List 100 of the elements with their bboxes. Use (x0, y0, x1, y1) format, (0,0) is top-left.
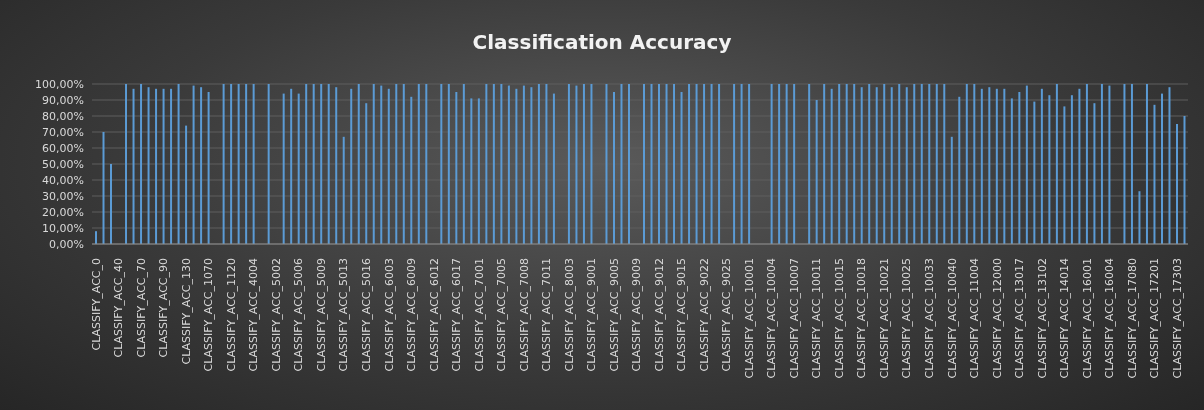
x-tick-label: CLASSIFY_ACC_7005 (495, 258, 509, 372)
bar (943, 84, 946, 244)
bar (462, 84, 465, 244)
bar (567, 84, 570, 244)
bar (365, 103, 368, 244)
bar (155, 88, 158, 244)
x-tick-label: CLASSIFY_ACC_8003 (562, 258, 576, 372)
x-tick-label: CLASSIFY_ACC_10018 (855, 258, 869, 379)
bar (102, 132, 105, 244)
bar (582, 84, 585, 244)
bar (1175, 124, 1178, 244)
bar (200, 87, 203, 244)
bar (140, 84, 143, 244)
bar (928, 84, 931, 244)
x-tick-label: CLASSIFY_ACC_13017 (1013, 258, 1027, 379)
x-tick-label: CLASSIFY_ACC_6003 (382, 258, 396, 372)
bar (965, 84, 968, 244)
bar (252, 84, 255, 244)
bar (297, 93, 300, 244)
bar (808, 84, 811, 244)
y-tick-label: 40,00% (42, 173, 84, 187)
x-tick-label: CLASSIFY_ACC_4004 (247, 258, 261, 372)
x-tick-label: CLASSIFY_ACC_6009 (405, 258, 419, 372)
bar (830, 88, 833, 244)
x-tick-label: CLASSIFY_ACC_7001 (472, 258, 486, 372)
x-tick-label: CLASSIFY_ACC_9025 (720, 258, 734, 372)
bar (425, 84, 428, 244)
bar (1003, 88, 1006, 244)
x-tick-label: CLASSIFY_ACC_130 (179, 258, 193, 365)
x-tick-label: CLASSIFY_ACC_17303 (1170, 258, 1184, 379)
bar (477, 98, 480, 244)
x-tick-label: CLASSIFY_ACC_5006 (292, 258, 306, 372)
bar (455, 92, 458, 244)
bar (605, 84, 608, 244)
bar (913, 84, 916, 244)
bar (815, 100, 818, 244)
bar (980, 88, 983, 244)
bar (612, 92, 615, 244)
y-tick-label: 20,00% (42, 205, 84, 219)
x-tick-label: CLASSIFY_ACC_10007 (787, 258, 801, 379)
x-tick-label: CLASSIFY_ACC_16004 (1103, 258, 1117, 379)
bar (1183, 116, 1186, 244)
bar (860, 87, 863, 244)
bar (793, 84, 796, 244)
x-tick-label: CLASSIFY_ACC_9015 (675, 258, 689, 372)
x-tick-label: CLASSIFY_ACC_9001 (585, 258, 599, 372)
x-tick-label: CLASSIFY_ACC_7011 (540, 258, 554, 372)
bar (1078, 88, 1081, 244)
y-tick-label: 90,00% (42, 93, 84, 107)
bar (890, 87, 893, 244)
bar (845, 84, 848, 244)
x-tick-label: CLASSIFY_ACC_6017 (450, 258, 464, 372)
bar (1153, 104, 1156, 244)
bar (312, 84, 315, 244)
x-tick-label: CLASSIFY_ACC_90 (157, 258, 171, 358)
bar (1138, 191, 1141, 244)
bar (1040, 88, 1043, 244)
x-tick-label: CLASSIFY_ACC_10021 (877, 258, 891, 379)
bar (245, 84, 248, 244)
y-tick-label: 80,00% (42, 109, 84, 123)
bar (327, 84, 330, 244)
bar (665, 84, 668, 244)
x-tick-label: CLASSIFY_ACC_9022 (697, 258, 711, 372)
x-tick-label: CLASSIFY_ACC_10015 (832, 258, 846, 379)
bar (740, 84, 743, 244)
x-tick-label: CLASSIFY_ACC_1120 (224, 258, 238, 372)
bar (192, 85, 195, 244)
bar (1168, 87, 1171, 244)
bar (770, 84, 773, 244)
x-tick-label: CLASSIFY_ACC_10033 (923, 258, 937, 379)
bar (883, 84, 886, 244)
bar (1100, 84, 1103, 244)
bar (125, 84, 128, 244)
bar (1093, 103, 1096, 244)
bar (485, 84, 488, 244)
bar (733, 84, 736, 244)
bar (267, 84, 270, 244)
bar (1085, 84, 1088, 244)
bar (320, 84, 323, 244)
bar (695, 84, 698, 244)
bar (1010, 98, 1013, 244)
x-tick-label: CLASSIFY_ACC_7008 (517, 258, 531, 372)
x-tick-label: CLASSIFY_ACC_40 (112, 258, 126, 358)
bar (350, 88, 353, 244)
bar (868, 84, 871, 244)
bar (658, 84, 661, 244)
x-tick-label: CLASSIFY_ACC_17201 (1148, 258, 1162, 379)
bar (515, 88, 518, 244)
bar (522, 85, 525, 244)
bar (207, 92, 210, 244)
x-tick-label: CLASSIFY_ACC_10011 (810, 258, 824, 379)
bar (785, 84, 788, 244)
x-tick-label: CLASSIFY_ACC_5016 (360, 258, 373, 372)
bar (440, 84, 443, 244)
bar (492, 84, 495, 244)
bar (950, 136, 953, 244)
x-tick-label: CLASSIFY_ACC_5009 (314, 258, 328, 372)
bar (387, 88, 390, 244)
y-tick-label: 60,00% (42, 141, 84, 155)
bar (110, 164, 113, 244)
